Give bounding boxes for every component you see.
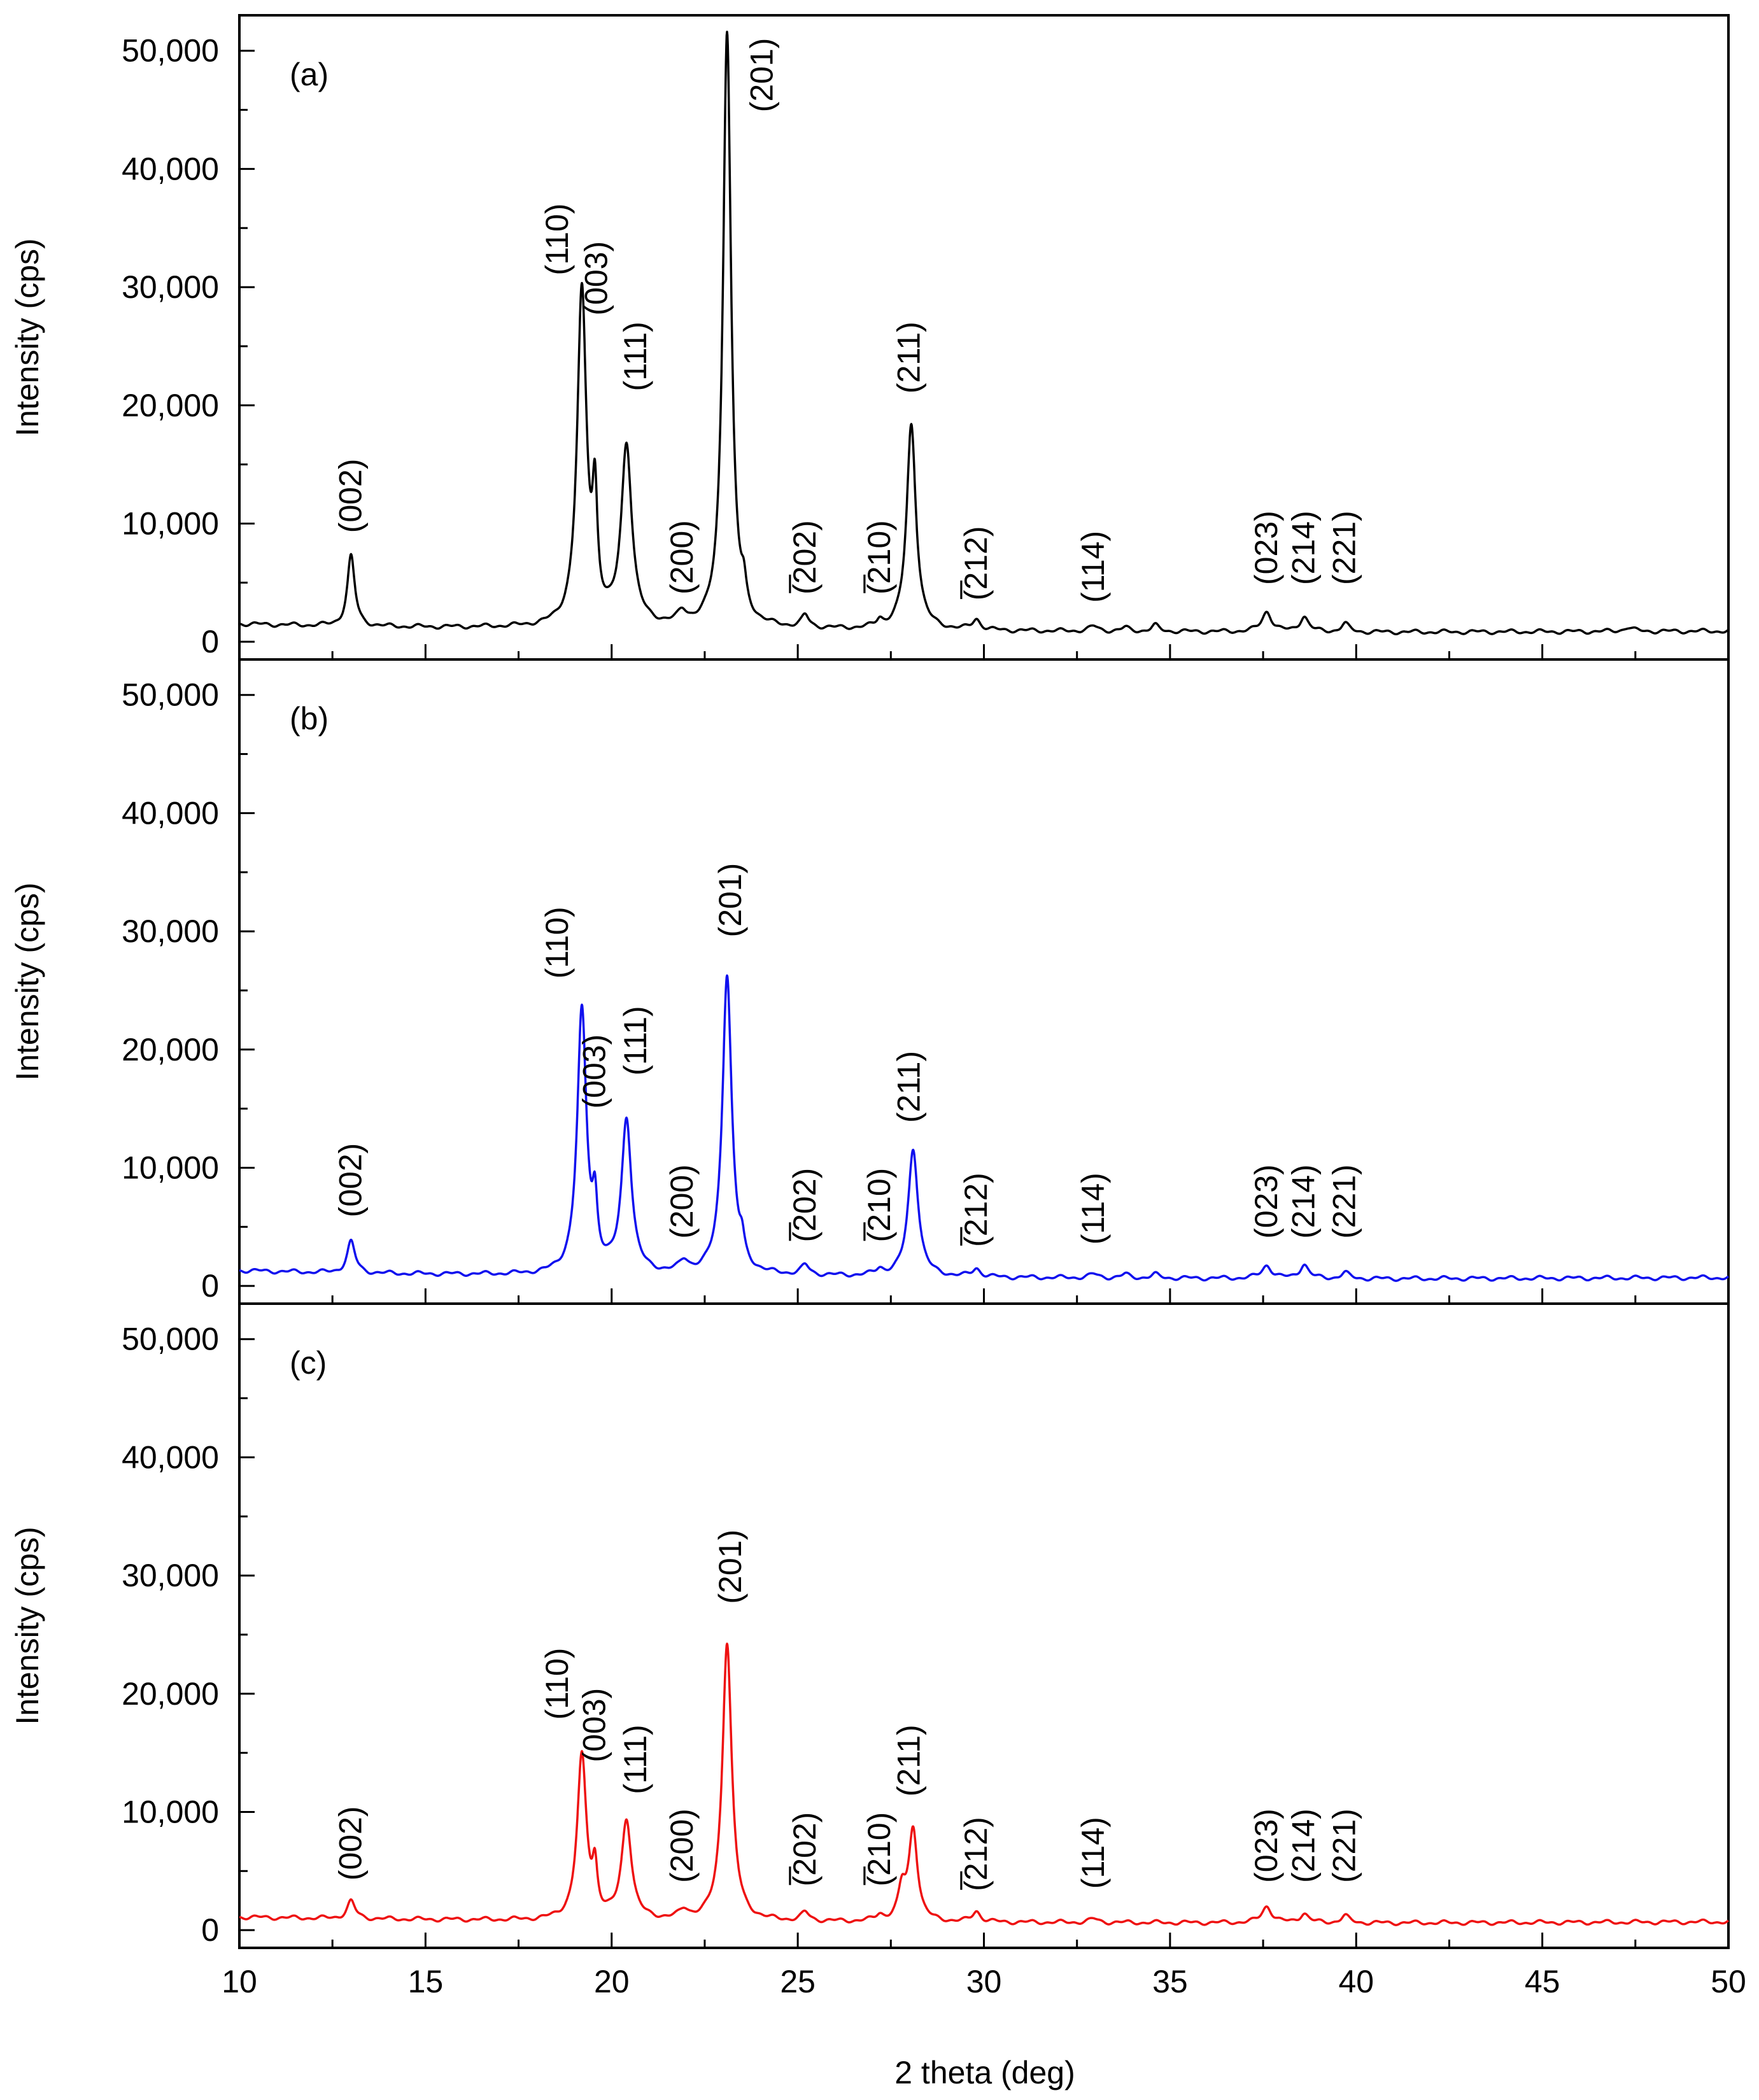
y-tick-label: 0 xyxy=(201,624,219,659)
peak-label: (221) xyxy=(1327,511,1362,585)
y-tick-label: 30,000 xyxy=(122,269,219,305)
y-tick-label: 10,000 xyxy=(122,505,219,541)
peak-label: (214) xyxy=(1285,1808,1321,1883)
y-tick-label: 20,000 xyxy=(122,388,219,423)
peak-label: (̅202) xyxy=(787,1168,823,1243)
peak-label: (214) xyxy=(1285,511,1321,585)
y-tick-label: 0 xyxy=(201,1912,219,1948)
peak-label: (201) xyxy=(712,863,748,938)
peak-label: (̅202) xyxy=(787,1812,823,1887)
peak-label: (114) xyxy=(1075,531,1111,603)
peak-label: (211) xyxy=(891,1724,927,1796)
y-tick-label: 20,000 xyxy=(122,1676,219,1712)
chart-panels: 0 10,000 20,000 30,000 40,000 50,000 Intensity… xyxy=(10,14,1746,1999)
peak-label: (200) xyxy=(664,520,700,595)
xrd-pattern-line xyxy=(238,31,1730,636)
x-tick-label: 15 xyxy=(408,1964,444,1999)
peak-label: (̅210) xyxy=(861,1168,897,1243)
y-axis-title: Intensity (cps) xyxy=(10,882,45,1080)
peak-label: (002) xyxy=(332,1143,368,1218)
peak-label: (003) xyxy=(578,241,614,316)
panel-tag: (b) xyxy=(290,701,328,736)
panel-c: 0 10,000 20,000 30,000 40,000 50,000 Intensity… xyxy=(10,1302,1746,1999)
peak-label: (110) xyxy=(539,1648,575,1720)
peak-label: (214) xyxy=(1285,1164,1321,1239)
peak-label: (̅210) xyxy=(861,1812,897,1887)
peak-label: (201) xyxy=(744,38,780,113)
peak-label: (023) xyxy=(1248,1808,1284,1883)
y-axis-title: Intensity (cps) xyxy=(10,1526,45,1724)
x-tick-label: 30 xyxy=(966,1964,1002,1999)
peak-label: (211) xyxy=(891,321,927,393)
xrd-pattern-line xyxy=(238,1642,1730,1926)
peak-label: (111) xyxy=(618,1724,653,1794)
y-axis-title: Intensity (cps) xyxy=(10,238,45,436)
peak-label: (221) xyxy=(1327,1808,1362,1883)
peak-label: (̅210) xyxy=(861,520,897,595)
peak-label: (200) xyxy=(664,1164,700,1239)
peak-label: (111) xyxy=(618,321,653,391)
x-tick-label: 40 xyxy=(1338,1964,1374,1999)
y-tick-label: 40,000 xyxy=(122,795,219,831)
peak-label: (̅212) xyxy=(958,1817,994,1891)
peak-label: (̅202) xyxy=(787,520,823,595)
x-tick-label: 35 xyxy=(1152,1964,1188,1999)
peak-label: (221) xyxy=(1327,1164,1362,1239)
y-tick-label: 50,000 xyxy=(122,33,219,69)
panel-b: 0 10,000 20,000 30,000 40,000 50,000 Intensity… xyxy=(10,658,1730,1305)
x-tick-label: 10 xyxy=(222,1964,257,1999)
y-tick-label: 30,000 xyxy=(122,1558,219,1593)
peak-label: (̅212) xyxy=(958,1173,994,1247)
x-tick-label: 50 xyxy=(1711,1964,1746,1999)
x-tick-label: 25 xyxy=(780,1964,816,1999)
peak-label: (110) xyxy=(539,906,575,978)
peak-label: (003) xyxy=(576,1688,612,1763)
peak-label: (201) xyxy=(712,1530,748,1604)
x-axis-title: 2 theta (deg) xyxy=(894,2055,1075,2090)
y-tick-label: 40,000 xyxy=(122,1439,219,1475)
peak-label: (111) xyxy=(618,1006,653,1075)
y-tick-label: 0 xyxy=(201,1268,219,1304)
xrd-pattern-line xyxy=(238,974,1730,1282)
y-tick-label: 50,000 xyxy=(122,677,219,713)
y-tick-label: 20,000 xyxy=(122,1032,219,1068)
peak-label: (114) xyxy=(1075,1173,1111,1244)
panel-tag: (a) xyxy=(290,57,328,92)
peak-label: (002) xyxy=(332,459,368,533)
peak-label: (002) xyxy=(332,1806,368,1880)
x-tick-label: 45 xyxy=(1525,1964,1560,1999)
y-tick-label: 30,000 xyxy=(122,913,219,949)
peak-label: (̅212) xyxy=(958,526,994,600)
peak-label: (023) xyxy=(1248,1164,1284,1239)
y-tick-label: 10,000 xyxy=(122,1150,219,1185)
panel-a: 0 10,000 20,000 30,000 40,000 50,000 Intensity… xyxy=(10,14,1730,661)
panel-tag: (c) xyxy=(290,1345,327,1381)
y-tick-label: 40,000 xyxy=(122,151,219,187)
peak-label: (200) xyxy=(664,1808,700,1883)
peak-label: (114) xyxy=(1075,1817,1111,1889)
y-tick-label: 50,000 xyxy=(122,1321,219,1357)
x-tick-label: 20 xyxy=(594,1964,630,1999)
peak-label: (003) xyxy=(576,1034,612,1109)
y-tick-label: 10,000 xyxy=(122,1794,219,1829)
peak-label: (110) xyxy=(539,203,575,275)
peak-label: (023) xyxy=(1248,511,1284,585)
peak-label: (211) xyxy=(891,1051,927,1123)
